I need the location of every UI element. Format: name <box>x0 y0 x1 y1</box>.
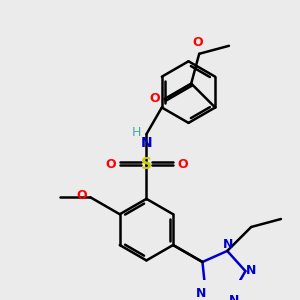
Text: N: N <box>246 264 257 277</box>
Text: S: S <box>141 158 152 172</box>
Text: N: N <box>196 286 206 300</box>
Text: N: N <box>223 238 234 251</box>
Text: N: N <box>141 136 152 150</box>
Text: O: O <box>77 189 87 202</box>
Text: O: O <box>105 158 116 172</box>
Text: O: O <box>177 158 188 172</box>
Text: N: N <box>229 294 239 300</box>
Text: H: H <box>131 126 141 139</box>
Text: O: O <box>149 92 160 105</box>
Text: O: O <box>192 36 203 49</box>
